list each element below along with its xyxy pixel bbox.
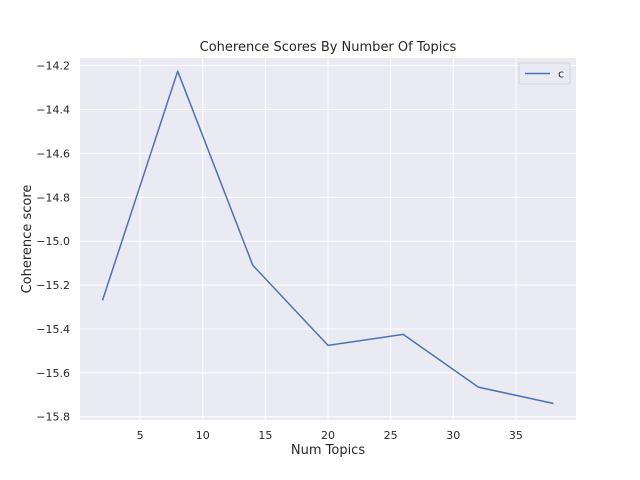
y-tick-label: −14.2 (36, 60, 70, 73)
y-tick-label: −15.2 (36, 279, 70, 292)
x-tick-label: 25 (384, 429, 398, 442)
legend: c (518, 62, 571, 85)
x-axis-label: Num Topics (291, 443, 365, 458)
x-tick-labels: 5 10 15 20 25 30 35 (137, 429, 523, 442)
x-tick-label: 5 (137, 429, 144, 442)
x-tick-label: 35 (509, 429, 523, 442)
x-tick-label: 15 (258, 429, 272, 442)
chart-title: Coherence Scores By Number Of Topics (200, 40, 457, 55)
x-tick-label: 10 (196, 429, 210, 442)
x-tick-label: 30 (446, 429, 460, 442)
y-tick-label: −15.8 (36, 411, 70, 424)
y-tick-label: −14.8 (36, 191, 70, 204)
x-tick-label: 20 (321, 429, 335, 442)
legend-label: c (558, 68, 564, 81)
y-tick-label: −15.4 (36, 323, 70, 336)
y-axis-label: Coherence score (20, 185, 35, 294)
series-line (101, 70, 554, 405)
y-tick-label: −15.6 (36, 367, 70, 380)
y-tick-labels: −14.2 −14.4 −14.6 −14.8 −15.0 −15.2 −15.4 −15.6… (36, 60, 70, 424)
y-tick-label: −14.6 (36, 147, 70, 160)
y-tick-label: −14.4 (36, 104, 70, 117)
series-group (101, 70, 554, 405)
y-tick-label: −15.0 (36, 235, 70, 248)
grid (80, 58, 576, 420)
